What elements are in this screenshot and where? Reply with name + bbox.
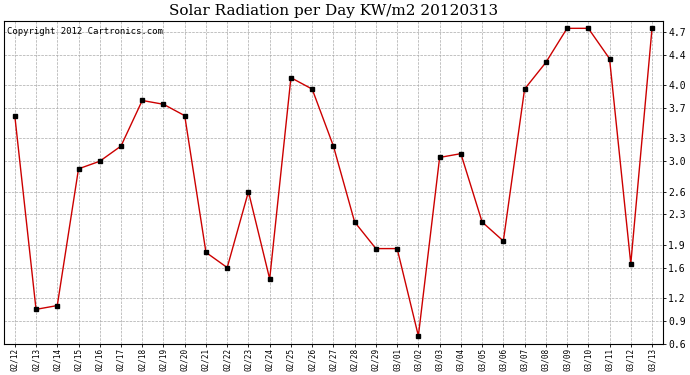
Text: Copyright 2012 Cartronics.com: Copyright 2012 Cartronics.com [8, 27, 164, 36]
Title: Solar Radiation per Day KW/m2 20120313: Solar Radiation per Day KW/m2 20120313 [169, 4, 498, 18]
